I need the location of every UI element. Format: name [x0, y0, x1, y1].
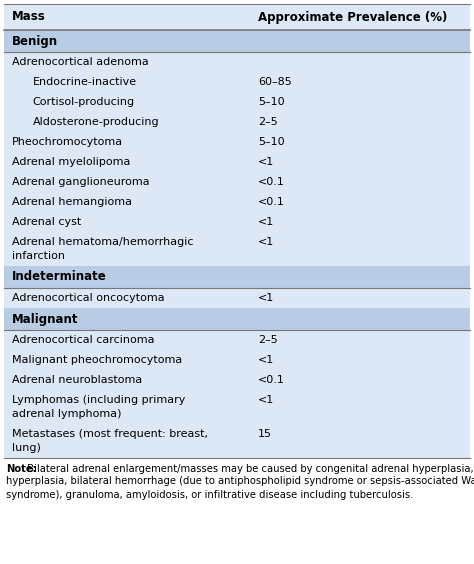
Bar	[4, 4, 470, 30]
Text: Pheochromocytoma: Pheochromocytoma	[11, 137, 123, 147]
Text: Aldosterone-producing: Aldosterone-producing	[33, 117, 159, 127]
Text: Adrenocortical carcinoma: Adrenocortical carcinoma	[11, 335, 154, 345]
Text: <1: <1	[258, 236, 274, 246]
Text: 5–10: 5–10	[258, 97, 284, 107]
Text: Adrenal neuroblastoma: Adrenal neuroblastoma	[11, 375, 142, 385]
Bar	[4, 192, 470, 212]
Text: 5–10: 5–10	[258, 137, 284, 147]
Text: 15: 15	[258, 429, 272, 439]
Text: Approximate Prevalence (%): Approximate Prevalence (%)	[258, 11, 447, 24]
Text: 2–5: 2–5	[258, 117, 278, 127]
Text: Mass: Mass	[11, 11, 46, 24]
Text: 2–5: 2–5	[258, 335, 278, 345]
Bar	[4, 266, 470, 288]
Text: Malignant: Malignant	[11, 312, 78, 325]
Text: <0.1: <0.1	[258, 375, 285, 385]
Bar	[4, 152, 470, 172]
Text: hyperplasia, bilateral hemorrhage (due to antiphospholipid syndrome or sepsis-as: hyperplasia, bilateral hemorrhage (due t…	[6, 477, 474, 487]
Text: Adrenal cyst: Adrenal cyst	[11, 217, 81, 227]
Bar	[4, 92, 470, 112]
Text: Adrenal myelolipoma: Adrenal myelolipoma	[11, 157, 130, 167]
Bar	[4, 232, 470, 266]
Bar	[4, 308, 470, 330]
Text: <1: <1	[258, 355, 274, 365]
Bar	[4, 212, 470, 232]
Bar	[4, 132, 470, 152]
Text: <0.1: <0.1	[258, 197, 285, 207]
Text: <0.1: <0.1	[258, 177, 285, 187]
Bar	[4, 72, 470, 92]
Text: <1: <1	[258, 157, 274, 167]
Text: 60–85: 60–85	[258, 77, 292, 87]
Bar	[4, 370, 470, 390]
Text: Indeterminate: Indeterminate	[11, 271, 106, 284]
Text: Benign: Benign	[11, 34, 58, 47]
Text: Cortisol-producing: Cortisol-producing	[33, 97, 135, 107]
Text: Endocrine-inactive: Endocrine-inactive	[33, 77, 137, 87]
Text: <1: <1	[258, 293, 274, 303]
Bar	[4, 30, 470, 52]
Text: <1: <1	[258, 217, 274, 227]
Text: Metastases (most frequent: breast,: Metastases (most frequent: breast,	[11, 429, 208, 439]
Text: <1: <1	[258, 395, 274, 404]
Text: syndrome), granuloma, amyloidosis, or infiltrative disease including tuberculosi: syndrome), granuloma, amyloidosis, or in…	[6, 490, 413, 500]
Bar	[4, 112, 470, 132]
Text: Adrenal ganglioneuroma: Adrenal ganglioneuroma	[11, 177, 149, 187]
Text: Malignant pheochromocytoma: Malignant pheochromocytoma	[11, 355, 182, 365]
Text: Adrenocortical adenoma: Adrenocortical adenoma	[11, 57, 148, 67]
Bar	[4, 288, 470, 308]
Text: lung): lung)	[11, 443, 40, 453]
Text: Adrenal hematoma/hemorrhagic: Adrenal hematoma/hemorrhagic	[11, 236, 193, 246]
Text: adrenal lymphoma): adrenal lymphoma)	[11, 409, 121, 420]
Text: Adrenal hemangioma: Adrenal hemangioma	[11, 197, 132, 207]
Text: Adrenocortical oncocytoma: Adrenocortical oncocytoma	[11, 293, 164, 303]
Bar	[4, 350, 470, 370]
Text: Note:: Note:	[6, 464, 37, 474]
Bar	[4, 424, 470, 458]
Text: Bilateral adrenal enlargement/masses may be caused by congenital adrenal hyperpl: Bilateral adrenal enlargement/masses may…	[24, 464, 474, 474]
Text: infarction: infarction	[11, 252, 64, 262]
Bar	[4, 390, 470, 424]
Text: Lymphomas (including primary: Lymphomas (including primary	[11, 395, 185, 404]
Bar	[4, 172, 470, 192]
Bar	[4, 52, 470, 72]
Bar	[4, 330, 470, 350]
